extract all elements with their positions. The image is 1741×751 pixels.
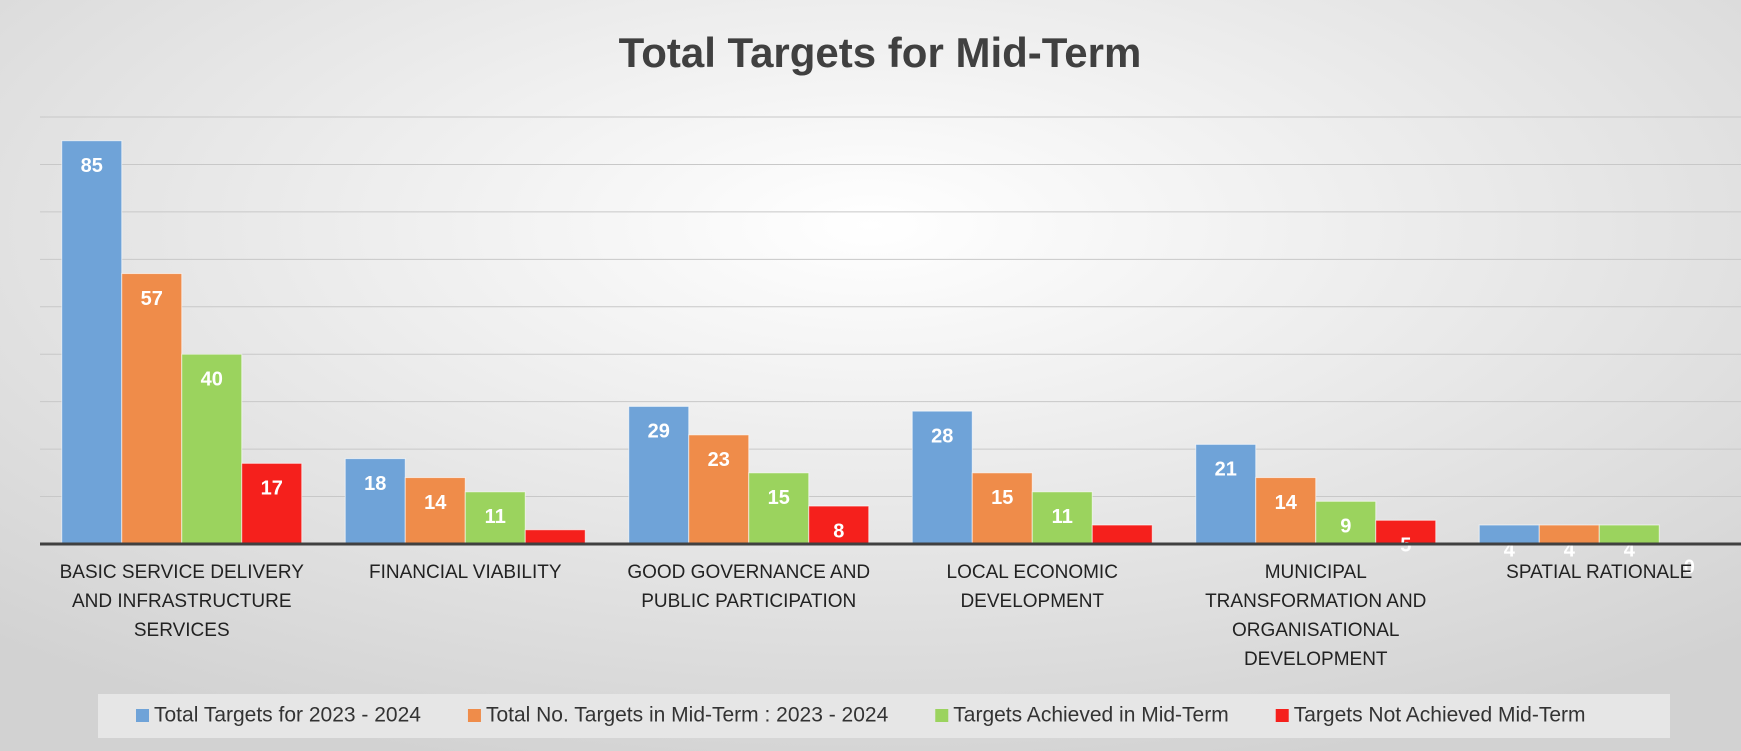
legend-box	[98, 694, 1670, 738]
bar	[181, 353, 243, 545]
data-label: 17	[261, 478, 283, 500]
legend-label: Total Targets for 2023 - 2024	[154, 704, 421, 727]
data-label: 9	[1340, 516, 1351, 538]
bar	[971, 472, 1033, 545]
x-tick-label: LOCAL ECONOMIC DEVELOPMENT	[946, 562, 1118, 612]
legend-label: Total No. Targets in Mid-Term : 2023 - 2…	[486, 704, 889, 727]
legend-swatch	[1275, 709, 1289, 722]
bar	[1315, 500, 1377, 545]
x-tick-label: MUNICIPAL TRANSFORMATION AND ORGANISATIO…	[1205, 562, 1427, 670]
data-label: 11	[1052, 506, 1073, 528]
data-label: 85	[81, 155, 103, 177]
x-label-box: MUNICIPAL TRANSFORMATION AND ORGANISATIO…	[1205, 562, 1427, 670]
legend-swatch	[136, 709, 149, 722]
bar	[748, 472, 810, 545]
legend-swatch	[935, 709, 949, 722]
data-label: 23	[708, 449, 730, 471]
bar	[121, 273, 183, 545]
data-label: 57	[141, 288, 163, 310]
bar	[524, 529, 586, 545]
bar	[688, 434, 750, 545]
x-tick-label: BASIC SERVICE DELIVERY AND INFRASTRUCTUR…	[59, 562, 304, 641]
data-label: 14	[424, 492, 447, 514]
data-label: 8	[833, 520, 844, 542]
data-label: 18	[364, 473, 386, 495]
x-label-box: BASIC SERVICE DELIVERY AND INFRASTRUCTUR…	[59, 562, 304, 641]
x-tick-label: FINANCIAL VIABILITY	[368, 562, 562, 583]
bar	[61, 140, 123, 545]
legend-label: Targets Not Achieved Mid-Term	[1294, 704, 1586, 727]
bar	[344, 458, 406, 545]
data-label: 5	[1400, 535, 1411, 557]
data-label: 40	[201, 369, 223, 391]
data-label: 21	[1215, 459, 1237, 481]
data-label: 15	[768, 487, 790, 509]
x-label-box: FINANCIAL VIABILITY	[368, 562, 562, 583]
data-label: 28	[931, 425, 953, 447]
legend-label: Targets Achieved in Mid-Term	[953, 704, 1228, 727]
legend-swatch	[467, 709, 481, 722]
chart-title: Total Targets for Mid-Term	[619, 29, 1142, 76]
x-label-box: GOOD GOVERNANCE AND PUBLIC PARTICIPATION	[627, 562, 871, 612]
x-tick-label: SPATIAL RATIONALE	[1506, 562, 1693, 583]
x-tick-label: GOOD GOVERNANCE AND PUBLIC PARTICIPATION	[627, 562, 871, 612]
bar	[1255, 477, 1317, 545]
bar	[1195, 443, 1257, 545]
data-label: 0	[1684, 556, 1695, 578]
x-label-box: LOCAL ECONOMIC DEVELOPMENT	[946, 562, 1118, 612]
data-label: 14	[1275, 492, 1298, 514]
data-label: 11	[485, 506, 506, 528]
data-label: 29	[648, 421, 670, 443]
x-label-box: SPATIAL RATIONALE	[1506, 562, 1693, 583]
bar	[808, 505, 870, 545]
bar	[241, 462, 303, 545]
bar	[1031, 491, 1093, 545]
bar	[628, 405, 690, 545]
data-label: 15	[991, 487, 1013, 509]
bar	[1091, 524, 1153, 545]
